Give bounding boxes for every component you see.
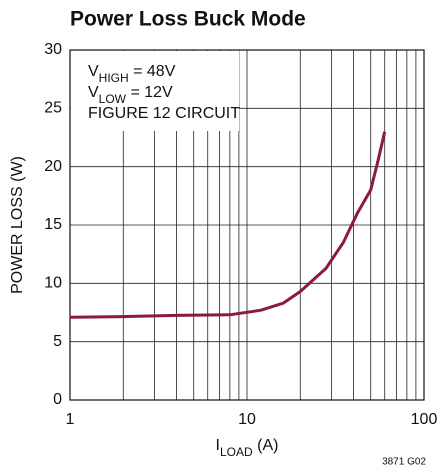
annotation: VHIGH = 48V xyxy=(88,63,176,85)
y-tick-label: 25 xyxy=(44,100,62,117)
y-axis-label: POWER LOSS (W) xyxy=(9,156,26,294)
x-axis-label-main: I xyxy=(216,437,220,454)
annotation-main: V xyxy=(88,63,99,80)
annotation-rest: = 12V xyxy=(126,84,173,101)
y-tick-label: 20 xyxy=(44,158,62,175)
plot-frame xyxy=(69,49,425,401)
chart-title: Power Loss Buck Mode xyxy=(70,8,306,31)
x-axis-label-rest: (A) xyxy=(253,437,279,454)
x-axis-label-sub: LOAD xyxy=(220,445,253,459)
annotation-box xyxy=(71,51,239,131)
y-tick-label: 0 xyxy=(53,391,62,408)
annotation: VLOW = 12V xyxy=(88,84,173,106)
x-axis-label: ILOAD (A) xyxy=(216,437,279,459)
y-tick-label: 15 xyxy=(44,216,62,233)
y-tick-label: 5 xyxy=(53,333,62,350)
annotation-main: V xyxy=(88,84,99,101)
line xyxy=(69,131,387,319)
x-tick-label: 1 xyxy=(66,411,75,428)
annotation-main: FIGURE 12 CIRCUIT xyxy=(88,105,240,122)
y-tick-label: 30 xyxy=(44,41,62,58)
y-tick-label: 10 xyxy=(44,275,62,292)
annotation: FIGURE 12 CIRCUIT xyxy=(88,105,240,122)
annotation-sub: LOW xyxy=(99,92,127,106)
footnote: 3871 G02 xyxy=(382,457,426,468)
x-tick-label: 100 xyxy=(411,411,437,428)
annotation-rest: = 48V xyxy=(129,63,176,80)
x-tick-label: 10 xyxy=(238,411,256,428)
annotation-sub: HIGH xyxy=(99,71,129,85)
